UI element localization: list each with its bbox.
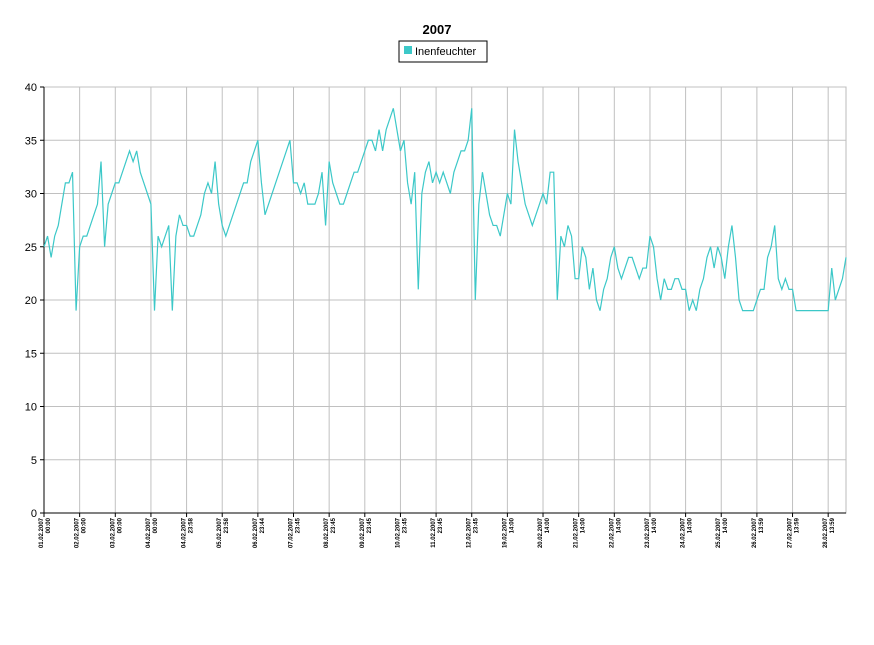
x-tick-label: 12.02.2007 23:45	[467, 517, 480, 548]
x-tick-label: 04.02.2007 23:58	[182, 517, 195, 548]
x-tick-label-line: 23:45	[331, 517, 337, 533]
x-tick-label-line: 14:00	[509, 517, 515, 533]
x-tick-label-line: 22.02.2007	[609, 517, 615, 548]
x-tick-label: 04.02.2007 00:00	[146, 517, 159, 548]
x-tick-label-line: 04.02.2007	[146, 517, 152, 548]
y-tick-label: 25	[25, 242, 37, 254]
x-tick-label-line: 14:00	[545, 517, 551, 533]
x-tick-label-line: 09.02.2007	[360, 517, 366, 548]
x-tick-label-line: 00:00	[82, 517, 88, 533]
y-tick-label: 30	[25, 189, 37, 201]
x-tick-label: 07.02.2007 23:45	[289, 517, 302, 548]
x-tick-label: 27.02.2007 13:59	[788, 517, 801, 548]
x-tick-label-line: 23:45	[474, 517, 480, 533]
x-tick-label-line: 00:00	[117, 517, 123, 533]
y-tick-label: 20	[25, 295, 37, 307]
legend-label: Inenfeuchter	[415, 46, 476, 58]
x-tick-label: 11.02.2007 23:45	[431, 517, 444, 547]
legend-box	[398, 40, 488, 63]
x-tick-label-line: 11.02.2007	[431, 517, 437, 547]
x-tick-label: 05.02.2007 23:58	[217, 517, 230, 548]
x-tick-label: 21.02.2007 14:00	[574, 517, 587, 548]
x-tick-label-line: 23:45	[296, 517, 302, 533]
x-tick-label-line: 02.02.2007	[75, 517, 81, 548]
x-tick-label-line: 13:59	[759, 517, 765, 533]
x-tick-label-line: 23.02.2007	[645, 517, 651, 548]
x-tick-label-line: 08.02.2007	[324, 517, 330, 548]
x-tick-label-line: 19.02.2007	[502, 517, 508, 548]
x-tick-label-line: 13:59	[795, 517, 801, 533]
y-tick-label: 10	[25, 402, 37, 414]
y-tick-label: 5	[31, 455, 37, 467]
x-tick-label: 03.02.2007 00:00	[110, 517, 123, 548]
x-tick-label-line: 05.02.2007	[217, 517, 223, 548]
series-line	[43, 108, 847, 312]
x-tick-label-line: 00:00	[153, 517, 159, 533]
x-tick-label-line: 03.02.2007	[110, 517, 116, 548]
x-tick-label: 22.02.2007 14:00	[609, 517, 622, 548]
y-tick-label: 35	[25, 135, 37, 147]
x-tick-label: 28.02.2007 13:59	[823, 517, 836, 548]
y-tick-label: 15	[25, 348, 37, 360]
x-tick-label-line: 14:00	[616, 517, 622, 533]
x-tick-label-line: 24.02.2007	[681, 517, 687, 548]
x-tick-label-line: 26.02.2007	[752, 517, 758, 548]
x-tick-label-line: 14:00	[688, 517, 694, 533]
x-tick-label: 20.02.2007 14:00	[538, 517, 551, 548]
legend-swatch	[404, 46, 412, 54]
x-tick-label: 06.02.2007 23:44	[253, 517, 266, 548]
x-tick-label: 02.02.2007 00:00	[75, 517, 88, 548]
x-tick-label-line: 00:00	[46, 517, 52, 533]
x-tick-label-line: 28.02.2007	[823, 517, 829, 548]
y-tick-label: 0	[31, 508, 37, 520]
x-tick-label: 08.02.2007 23:45	[324, 517, 337, 548]
x-tick-label-line: 14:00	[581, 517, 587, 533]
x-tick-label: 25.02.2007 14:00	[716, 517, 729, 548]
x-tick-label-line: 10.02.2007	[395, 517, 401, 548]
x-tick-label-line: 04.02.2007	[182, 517, 188, 548]
x-tick-label-line: 06.02.2007	[253, 517, 259, 548]
x-tick-label: 01.02.2007 00:00	[39, 517, 52, 548]
x-tick-label: 19.02.2007 14:00	[502, 517, 515, 548]
x-tick-label: 09.02.2007 23:45	[360, 517, 373, 548]
x-tick-label-line: 07.02.2007	[289, 517, 295, 548]
x-tick-label-line: 20.02.2007	[538, 517, 544, 548]
x-tick-label-line: 01.02.2007	[39, 517, 45, 548]
chart-title: 2007	[423, 22, 452, 37]
x-tick-label-line: 25.02.2007	[716, 517, 722, 548]
x-tick-label: 23.02.2007 14:00	[645, 517, 658, 548]
x-tick-label-line: 12.02.2007	[467, 517, 473, 548]
y-tick-label: 40	[25, 82, 37, 94]
x-tick-label-line: 14:00	[723, 517, 729, 533]
x-tick-label-line: 23:44	[260, 517, 266, 533]
x-tick-label-line: 13:59	[830, 517, 836, 533]
x-tick-label-line: 23:45	[367, 517, 373, 533]
x-tick-label: 10.02.2007 23:45	[395, 517, 408, 548]
x-tick-label: 24.02.2007 14:00	[681, 517, 694, 548]
x-tick-label-line: 14:00	[652, 517, 658, 533]
x-tick-label: 26.02.2007 13:59	[752, 517, 765, 548]
x-tick-label-line: 23:58	[189, 517, 195, 533]
x-tick-label-line: 23:58	[224, 517, 230, 533]
x-tick-label-line: 23:45	[438, 517, 444, 533]
x-tick-label-line: 23:45	[402, 517, 408, 533]
x-tick-label-line: 21.02.2007	[574, 517, 580, 548]
x-tick-label-line: 27.02.2007	[788, 517, 794, 548]
